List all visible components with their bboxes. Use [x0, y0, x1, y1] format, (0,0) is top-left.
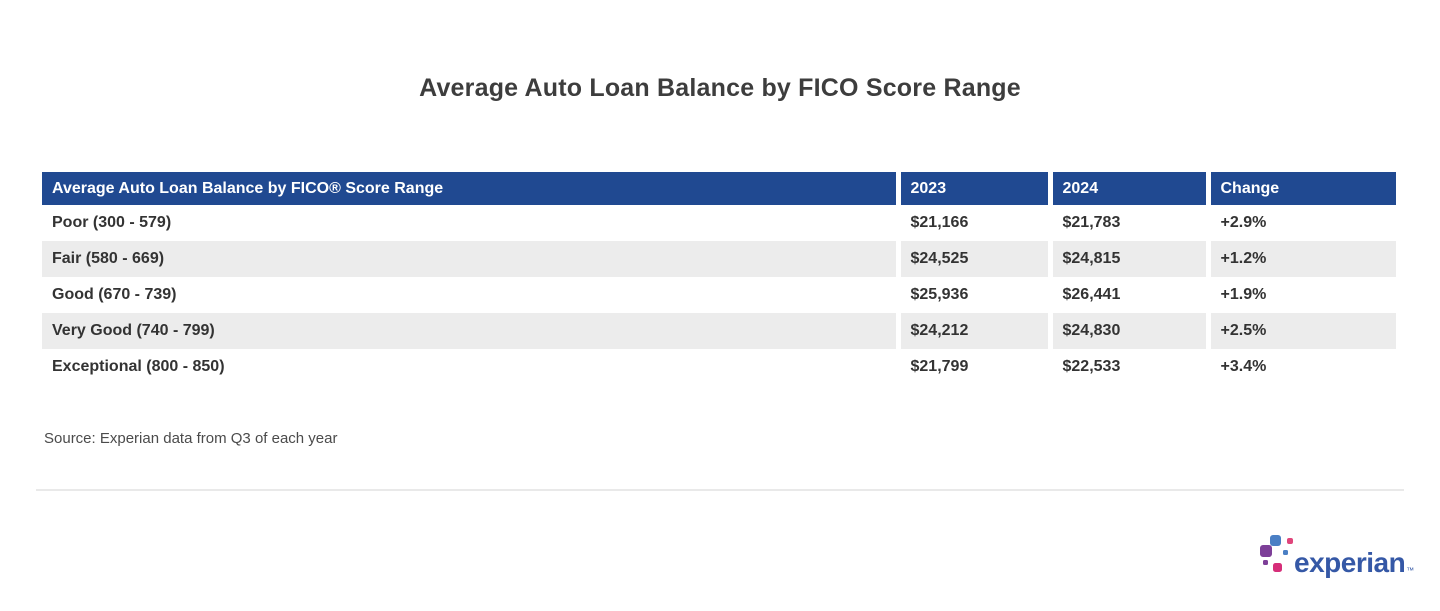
value-2023: $25,936	[895, 277, 1050, 313]
value-change: +1.9%	[1205, 277, 1396, 313]
table-row-exceptional: Exceptional (800 - 850) $21,799 $22,533 …	[42, 349, 1396, 385]
table-row-fair: Fair (580 - 669) $24,525 $24,815 +1.2%	[42, 241, 1396, 277]
row-label: Fair (580 - 669)	[42, 241, 898, 277]
page-title: Average Auto Loan Balance by FICO Score …	[419, 74, 1021, 102]
header-cell-change: Change	[1205, 172, 1396, 205]
value-2024: $26,441	[1047, 277, 1208, 313]
table-row-very-good: Very Good (740 - 799) $24,212 $24,830 +2…	[42, 313, 1396, 349]
value-2024: $24,830	[1047, 313, 1208, 349]
logo-square-pink-small	[1287, 538, 1293, 544]
value-2023: $24,525	[895, 241, 1050, 277]
header-cell-2023: 2023	[895, 172, 1050, 205]
row-label: Poor (300 - 579)	[42, 205, 898, 241]
logo-dot-blue	[1283, 550, 1288, 555]
header-cell-category: Average Auto Loan Balance by FICO® Score…	[42, 172, 898, 205]
footer-divider	[36, 489, 1404, 491]
value-change: +3.4%	[1205, 349, 1396, 385]
row-label: Very Good (740 - 799)	[42, 313, 898, 349]
value-2023: $21,166	[895, 205, 1050, 241]
experian-logo: experian ™	[1259, 529, 1414, 577]
experian-logo-mark-icon	[1259, 535, 1293, 577]
value-2023: $24,212	[895, 313, 1050, 349]
table-row-poor: Poor (300 - 579) $21,166 $21,783 +2.9%	[42, 205, 1396, 241]
logo-wordmark: experian	[1294, 547, 1406, 578]
value-2024: $22,533	[1047, 349, 1208, 385]
value-change: +2.5%	[1205, 313, 1396, 349]
source-note: Source: Experian data from Q3 of each ye…	[44, 430, 338, 447]
value-2024: $24,815	[1047, 241, 1208, 277]
experian-logo-text: experian ™	[1294, 549, 1414, 577]
value-change: +1.2%	[1205, 241, 1396, 277]
table-header-row: Average Auto Loan Balance by FICO® Score…	[42, 172, 1396, 205]
logo-square-blue	[1270, 535, 1281, 546]
table-row-good: Good (670 - 739) $25,936 $26,441 +1.9%	[42, 277, 1396, 313]
logo-square-magenta	[1273, 563, 1282, 572]
header-cell-2024: 2024	[1047, 172, 1208, 205]
row-label: Exceptional (800 - 850)	[42, 349, 898, 385]
value-2023: $21,799	[895, 349, 1050, 385]
value-2024: $21,783	[1047, 205, 1208, 241]
fico-loan-balance-table: Average Auto Loan Balance by FICO® Score…	[42, 172, 1396, 385]
trademark-symbol: ™	[1406, 566, 1415, 575]
value-change: +2.9%	[1205, 205, 1396, 241]
logo-square-purple	[1260, 545, 1272, 557]
row-label: Good (670 - 739)	[42, 277, 898, 313]
logo-dot-purple	[1263, 560, 1268, 565]
